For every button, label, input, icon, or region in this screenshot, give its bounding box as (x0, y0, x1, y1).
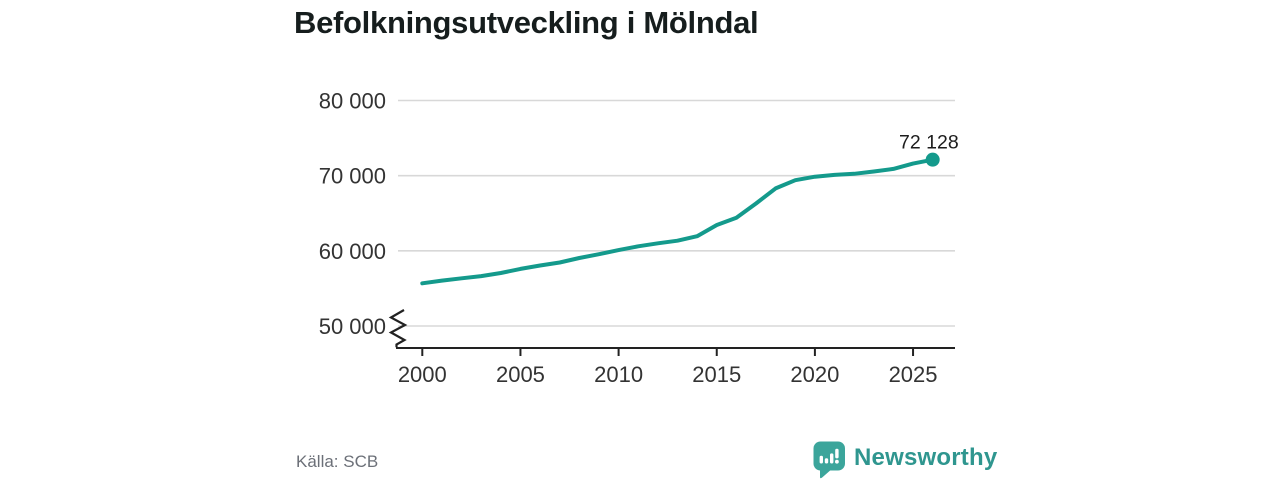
newsworthy-logo-text: Newsworthy (854, 444, 998, 471)
speech-bubble-shape (813, 441, 845, 471)
y-tick-label: 60 000 (319, 239, 386, 264)
x-tick-label: 2025 (889, 362, 938, 387)
exclamation-dot (835, 459, 839, 464)
x-tick-label: 2020 (790, 362, 839, 387)
newsworthy-logo: Newsworthy (812, 440, 997, 480)
y-tick-label: 80 000 (319, 88, 386, 113)
endpoint-dot (925, 152, 940, 167)
population-line (420, 157, 935, 286)
chart-title: Befolkningsutveckling i Mölndal (294, 5, 759, 40)
source-label: Källa: SCB (296, 452, 379, 471)
y-tick-label: 50 000 (319, 314, 386, 339)
bar-chart-glyph (819, 448, 839, 464)
speech-bubble-tail (820, 465, 833, 479)
x-tick-label: 2010 (594, 362, 643, 387)
y-axis-break-icon (388, 309, 408, 348)
x-tick-label: 2005 (496, 362, 545, 387)
newsworthy-logo-icon (813, 441, 845, 479)
y-tick-label: 70 000 (319, 164, 386, 189)
endpoint-value-label: 72 128 (899, 132, 959, 154)
x-tick-label: 2000 (398, 362, 447, 387)
x-tick-label: 2015 (692, 362, 741, 387)
exclamation-stem (835, 448, 839, 459)
